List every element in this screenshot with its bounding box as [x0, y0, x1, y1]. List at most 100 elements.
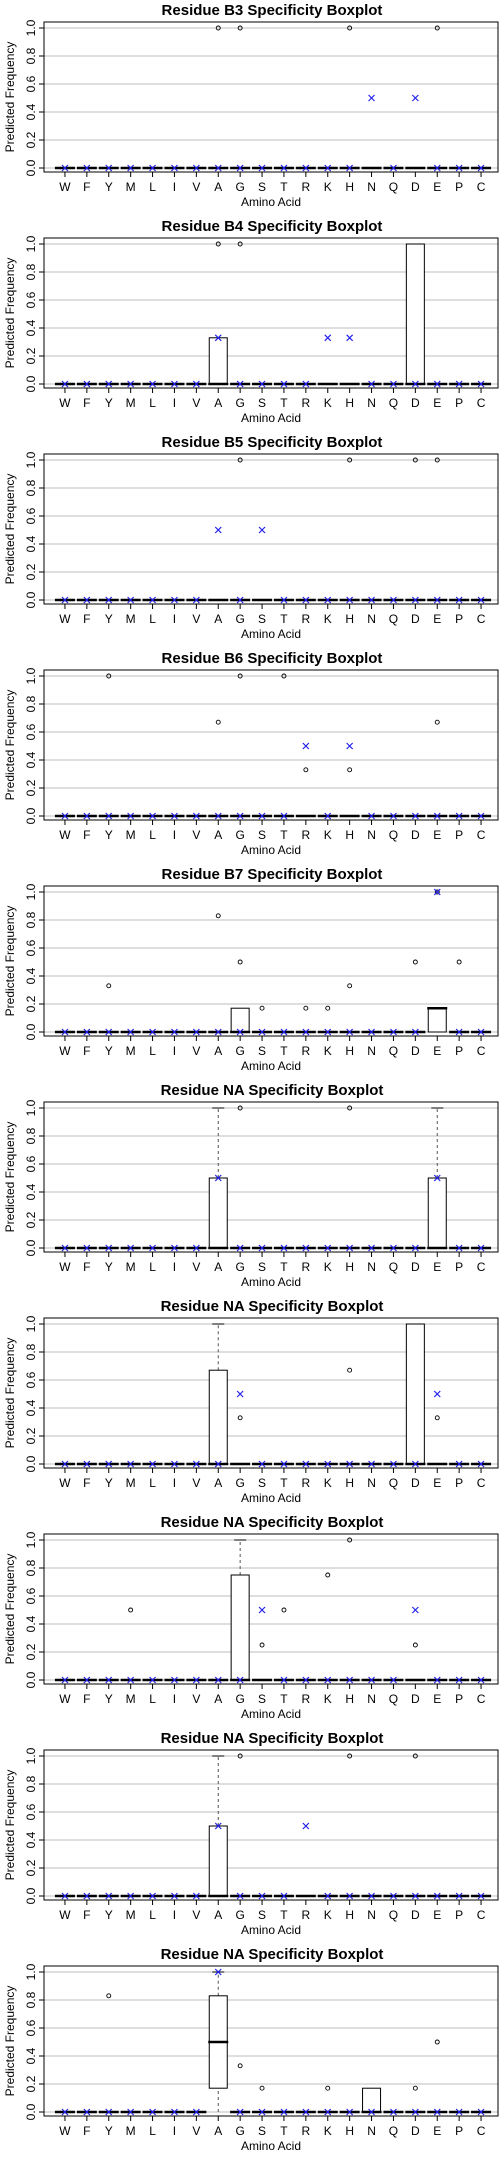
boxplot-panel: Residue B5 Specificity Boxplot 0.0 0.2 0.4 0… — [0, 432, 504, 648]
x-tick-label: H — [345, 828, 354, 842]
x-tick-label: H — [345, 1260, 354, 1274]
x-tick-label: T — [280, 612, 288, 626]
x-tick-label: E — [433, 396, 441, 410]
x-tick-label: P — [455, 180, 463, 194]
x-tick-label: V — [192, 1476, 200, 1490]
x-tick-label: N — [367, 1260, 376, 1274]
chart-title: Residue NA Specificity Boxplot — [161, 1082, 384, 1099]
x-tick-label: F — [83, 1908, 90, 1922]
x-tick-label: A — [214, 180, 222, 194]
mean-marker — [325, 335, 331, 341]
x-tick-label: P — [455, 2124, 463, 2138]
chart-title: Residue NA Specificity Boxplot — [161, 1946, 384, 1963]
boxplot-svg: Residue B3 Specificity Boxplot0.00.20.40… — [0, 0, 504, 216]
x-tick-label: H — [345, 2124, 354, 2138]
x-tick-label: E — [433, 1692, 441, 1706]
x-tick-label: L — [149, 1908, 156, 1922]
x-tick-label: Q — [389, 1908, 398, 1922]
x-tick-label: G — [235, 2124, 244, 2138]
x-axis-label: Amino Acid — [241, 1491, 301, 1505]
x-tick-label: N — [367, 828, 376, 842]
x-tick-label: S — [258, 828, 266, 842]
x-tick-label: M — [126, 1908, 136, 1922]
outlier-point — [413, 960, 417, 964]
x-tick-label: D — [411, 1908, 420, 1922]
x-tick-label: W — [59, 2124, 71, 2138]
y-tick-label: 0.6 — [24, 1803, 38, 1820]
x-tick-label: D — [411, 612, 420, 626]
y-axis-label: Predicted Frequency — [3, 1770, 17, 1881]
x-tick-label: C — [477, 2124, 486, 2138]
x-axis-label: Amino Acid — [241, 843, 301, 857]
outlier-point — [348, 768, 352, 772]
x-tick-label: N — [367, 2124, 376, 2138]
x-tick-label: D — [411, 828, 420, 842]
y-tick-label: 0.6 — [24, 1371, 38, 1388]
x-tick-label: Q — [389, 396, 398, 410]
mean-marker — [259, 527, 265, 533]
boxplot-svg: Residue NA Specificity Boxplot 0.0 0.2 0.4 0… — [0, 1512, 504, 1728]
x-tick-label: L — [149, 396, 156, 410]
boxplot-panel: Residue NA Specificity Boxplot 0.0 0.2 0.4 0… — [0, 1080, 504, 1296]
y-tick-label: 0.8 — [24, 1559, 38, 1576]
box — [406, 244, 424, 384]
outlier-point — [304, 1006, 308, 1010]
box — [209, 1826, 227, 1896]
x-tick-label: K — [324, 1692, 332, 1706]
x-tick-label: R — [302, 180, 311, 194]
y-tick-label: 0.8 — [24, 479, 38, 496]
chart-title: Residue B5 Specificity Boxplot — [162, 434, 383, 451]
x-tick-label: E — [433, 1044, 441, 1058]
x-tick-label: V — [192, 180, 200, 194]
boxplot-panel: Residue NA Specificity Boxplot 0.0 0.2 0.4 0… — [0, 1512, 504, 1728]
y-axis-label: Predicted Frequency — [3, 258, 17, 369]
x-tick-label: Q — [389, 612, 398, 626]
x-tick-label: W — [59, 828, 71, 842]
plot-frame — [44, 1750, 498, 1900]
x-tick-label: L — [149, 2124, 156, 2138]
y-tick-label: 0.2 — [24, 347, 38, 364]
x-tick-label: C — [477, 180, 486, 194]
x-tick-label: C — [477, 612, 486, 626]
plot-frame — [44, 1966, 498, 2116]
outlier-point — [238, 1416, 242, 1420]
x-tick-label: R — [302, 828, 311, 842]
x-tick-label: S — [258, 2124, 266, 2138]
y-axis-label: Predicted Frequency — [3, 1554, 17, 1665]
x-tick-label: F — [83, 1476, 90, 1490]
y-tick-label: 0.0 — [24, 1239, 38, 1256]
x-axis-label: Amino Acid — [241, 411, 301, 425]
x-tick-label: F — [83, 828, 90, 842]
y-tick-label: 0.4 — [24, 751, 38, 768]
x-tick-label: N — [367, 180, 376, 194]
y-tick-label: 0.0 — [24, 1455, 38, 1472]
x-tick-label: A — [214, 396, 222, 410]
x-tick-label: P — [455, 1692, 463, 1706]
x-axis-label: Amino Acid — [241, 2139, 301, 2153]
chart-title: Residue NA Specificity Boxplot — [161, 1298, 384, 1315]
y-tick-label: 1.0 — [24, 1099, 38, 1116]
outlier-point — [413, 2086, 417, 2090]
box — [363, 2088, 381, 2112]
x-tick-label: I — [173, 1260, 176, 1274]
x-tick-label: T — [280, 1476, 288, 1490]
box — [406, 1324, 424, 1464]
y-tick-label: 0.8 — [24, 695, 38, 712]
y-tick-label: 0.4 — [24, 1399, 38, 1416]
x-tick-label: D — [411, 1044, 420, 1058]
outlier-point — [304, 768, 308, 772]
y-tick-label: 0.2 — [24, 1211, 38, 1228]
x-tick-label: N — [367, 396, 376, 410]
x-tick-label: P — [455, 612, 463, 626]
x-tick-label: V — [192, 1260, 200, 1274]
x-tick-label: K — [324, 2124, 332, 2138]
chart-title: Residue NA Specificity Boxplot — [161, 1514, 384, 1531]
x-tick-label: P — [455, 828, 463, 842]
x-tick-label: L — [149, 1692, 156, 1706]
x-tick-label: W — [59, 396, 71, 410]
x-tick-label: D — [411, 2124, 420, 2138]
x-tick-label: L — [149, 180, 156, 194]
y-tick-label: 0.8 — [24, 263, 38, 280]
y-tick-label: 0.4 — [24, 319, 38, 336]
y-tick-label: 1.0 — [24, 19, 38, 36]
